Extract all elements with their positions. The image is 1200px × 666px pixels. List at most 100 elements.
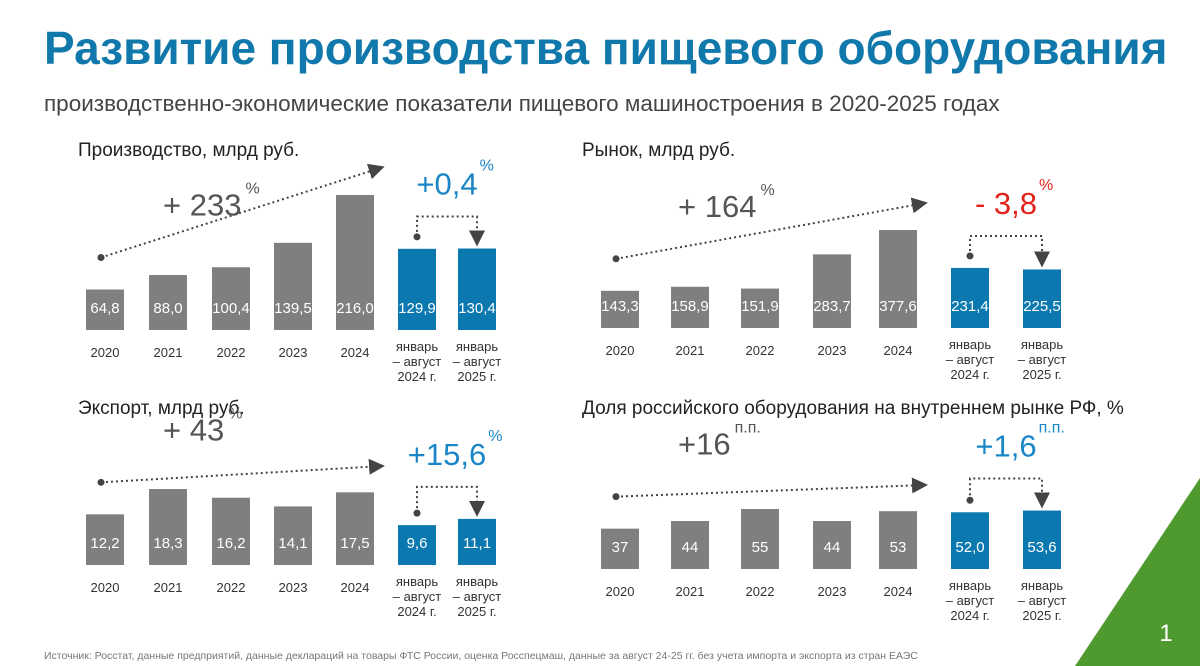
value-label: 16,2 — [216, 535, 245, 552]
value-label: 55 — [752, 539, 769, 556]
trend-start — [612, 493, 620, 501]
slide-title: Развитие производства пищевого оборудова… — [44, 22, 1168, 74]
change-unit: п.п. — [1039, 420, 1065, 437]
value-label: 231,4 — [951, 298, 989, 315]
x-tick-label: январь – август 2024 г. — [945, 578, 995, 623]
chart-title: Рынок, млрд руб. — [582, 140, 735, 161]
chart-title: Производство, млрд руб. — [78, 140, 299, 161]
change-bracket — [416, 215, 485, 247]
value-label: 11,1 — [463, 535, 491, 552]
change-unit: % — [480, 158, 494, 175]
bar — [274, 506, 312, 565]
value-label: 52,0 — [955, 539, 984, 556]
value-label: 18,3 — [153, 535, 182, 552]
trend-arrow — [615, 197, 928, 260]
value-label: 100,4 — [212, 300, 250, 317]
bar — [149, 489, 187, 565]
value-label: 143,3 — [601, 298, 639, 315]
x-tick-label: 2023 — [278, 345, 308, 360]
bar — [601, 528, 639, 569]
x-tick-label: 2020 — [90, 345, 120, 360]
chart-title: Экспорт, млрд руб. — [78, 398, 245, 419]
growth-unit: % — [228, 405, 242, 422]
value-label: 151,9 — [741, 298, 779, 315]
bar — [601, 290, 639, 328]
change-annotation: +15,6 — [408, 437, 486, 472]
bar — [879, 511, 917, 569]
x-tick-label: 2022 — [745, 584, 775, 599]
value-label: 88,0 — [153, 300, 182, 317]
value-label: 64,8 — [90, 300, 119, 317]
x-tick-label: 2024 — [883, 343, 913, 358]
x-tick-label: 2021 — [675, 343, 705, 358]
value-label: 14,1 — [278, 535, 307, 552]
change-bracket — [969, 477, 1050, 509]
value-label: 130,4 — [458, 300, 496, 317]
change-annotation: +0,4 — [416, 167, 477, 202]
trend-start — [612, 255, 620, 263]
x-tick-label: 2023 — [817, 584, 847, 599]
x-tick-label: 2020 — [90, 580, 120, 595]
bar — [458, 248, 496, 330]
bar — [1023, 269, 1061, 328]
x-tick-label: 2024 — [340, 345, 370, 360]
bar — [458, 518, 496, 565]
x-tick-label: 2021 — [153, 345, 183, 360]
bar — [274, 242, 312, 330]
x-tick-label: 2024 — [883, 584, 913, 599]
value-label: 44 — [824, 539, 841, 556]
value-label: 12,2 — [90, 535, 119, 552]
trend-arrow — [100, 458, 385, 484]
trend-arrow — [615, 477, 928, 498]
x-tick-label: январь – август 2025 г. — [1017, 578, 1067, 623]
growth-annotation: + 233 — [163, 188, 241, 223]
x-tick-label: 2020 — [605, 343, 635, 358]
growth-annotation: + 43 — [163, 412, 224, 447]
x-tick-label: 2021 — [675, 584, 705, 599]
value-label: 283,7 — [813, 298, 851, 315]
bar — [879, 230, 917, 328]
x-tick-label: январь – август 2025 г. — [452, 574, 502, 619]
value-label: 225,5 — [1023, 298, 1061, 315]
bar — [671, 521, 709, 569]
value-label: 377,6 — [879, 298, 917, 315]
bar — [336, 492, 374, 565]
trend-start — [97, 478, 105, 486]
growth-unit: % — [245, 181, 259, 198]
x-tick-label: 2022 — [216, 580, 246, 595]
bar — [813, 254, 851, 328]
bar — [86, 289, 124, 330]
bar — [951, 512, 989, 569]
bar — [741, 288, 779, 328]
change-annotation: +1,6 — [975, 429, 1036, 464]
change-bracket — [969, 234, 1050, 268]
x-tick-label: 2023 — [278, 580, 308, 595]
change-unit: % — [488, 428, 502, 445]
value-label: 139,5 — [274, 300, 312, 317]
slide-subtitle: производственно-экономические показатели… — [44, 91, 1000, 116]
bar — [951, 267, 989, 328]
value-label: 37 — [612, 539, 629, 556]
chart-title: Доля российского оборудования на внутрен… — [582, 398, 1124, 419]
x-tick-label: январь – август 2025 г. — [452, 339, 502, 384]
value-label: 17,5 — [340, 535, 369, 552]
growth-unit: % — [760, 182, 774, 199]
value-label: 44 — [682, 539, 699, 556]
change-annotation: - 3,8 — [975, 186, 1037, 221]
x-tick-label: 2022 — [745, 343, 775, 358]
x-tick-label: 2022 — [216, 345, 246, 360]
change-bracket — [416, 485, 485, 517]
value-label: 216,0 — [336, 300, 374, 317]
x-tick-label: 2020 — [605, 584, 635, 599]
bar — [671, 286, 709, 328]
growth-annotation: +16 — [678, 427, 731, 462]
x-tick-label: январь – август 2024 г. — [392, 339, 442, 384]
change-unit: % — [1039, 177, 1053, 194]
bar — [336, 195, 374, 330]
x-tick-label: 2024 — [340, 580, 370, 595]
bar — [813, 521, 851, 569]
bar — [212, 497, 250, 565]
bar — [398, 248, 436, 330]
value-label: 9,6 — [407, 535, 428, 552]
